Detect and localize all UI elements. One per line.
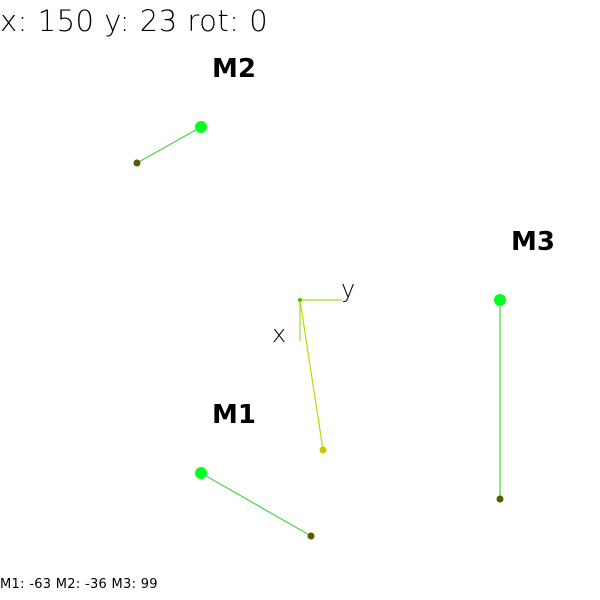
motor-m2-label: M2 [212,54,256,84]
motor-status-readout: M1: -63 M2: -36 M3: 99 [0,577,158,592]
motor-m3-label: M3 [511,227,555,257]
motor-m1-arm [200,472,312,537]
end-effector [298,298,342,454]
motor-m3-tip[interactable] [496,495,504,503]
motor-m2-pivot[interactable] [195,121,207,133]
motor-m2-arm [136,126,202,164]
effector-arm [299,299,324,451]
motor-m1-label: M1 [212,400,256,430]
effector-tip[interactable] [319,446,327,454]
motor-m3 [494,294,506,503]
motor-m2 [133,121,207,167]
position-readout: x: 150 y: 23 rot: 0 [0,4,269,38]
motor-m3-pivot[interactable] [494,294,506,306]
motor-m2-tip[interactable] [133,159,141,167]
axis-y-label: y [341,275,356,303]
frame-origin[interactable] [298,298,302,302]
motor-m1 [195,467,315,540]
motor-m1-tip[interactable] [307,532,315,540]
motor-m1-pivot[interactable] [195,467,207,479]
axis-x-label: x [272,320,287,348]
